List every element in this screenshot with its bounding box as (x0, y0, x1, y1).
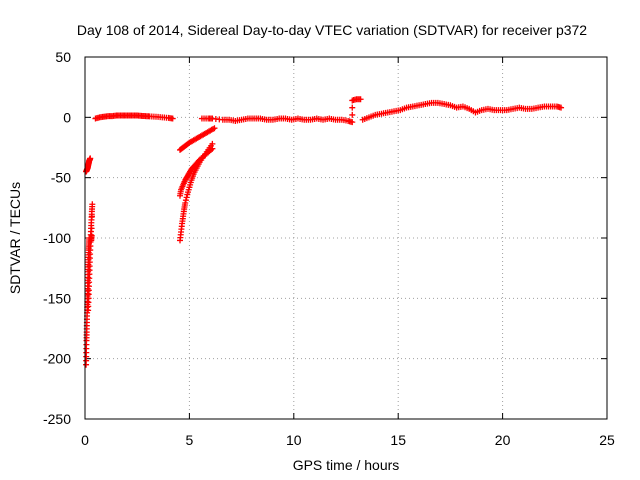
series-arc-recovery-2 (177, 145, 216, 199)
y-tick-label: -50 (51, 170, 71, 186)
series-arc-early-deep (83, 235, 93, 368)
y-tick-label: 50 (55, 49, 71, 65)
series-band-6-13h (198, 96, 364, 126)
y-tick-label: 0 (63, 109, 71, 125)
data-point (183, 194, 190, 201)
data-point (88, 225, 95, 232)
data-point (349, 104, 356, 111)
series-band-13-23h (359, 99, 565, 123)
data-point (211, 125, 218, 132)
y-tick-labels: 50 0 -50 -100 -150 -200 -250 (43, 49, 71, 427)
y-tick-label: -150 (43, 290, 71, 306)
x-tick-label: 25 (599, 432, 615, 448)
grid-lines (85, 57, 607, 419)
y-tick-label: -100 (43, 230, 71, 246)
x-tick-label: 0 (81, 432, 89, 448)
data-point (182, 200, 189, 207)
data-point (558, 104, 565, 111)
series-arc-recovery-3 (177, 125, 218, 153)
y-tick-label: -200 (43, 351, 71, 367)
x-tick-label: 10 (286, 432, 302, 448)
data-point (88, 232, 95, 239)
series-arc-early-shallow (83, 155, 94, 175)
data-point (88, 213, 95, 220)
plot-frame (84, 56, 608, 420)
x-axis-label: GPS time / hours (293, 457, 400, 473)
x-tick-label: 20 (495, 432, 511, 448)
data-point (169, 115, 176, 122)
data-point (349, 111, 356, 118)
y-tick-label: -250 (43, 411, 71, 427)
data-point (349, 119, 356, 126)
chart-title: Day 108 of 2014, Sidereal Day-to-day VTE… (77, 22, 587, 38)
x-tick-labels: 0 5 10 15 20 25 (81, 432, 615, 448)
x-tick-label: 15 (390, 432, 406, 448)
y-axis-label: SDTVAR / TECUs (7, 182, 23, 294)
x-tick-label: 5 (186, 432, 194, 448)
data-point (89, 201, 96, 208)
series-arc-early-mid (85, 201, 96, 314)
data-point (209, 145, 216, 152)
data-point (87, 155, 94, 162)
data-point (357, 96, 364, 103)
data-marks (83, 96, 565, 368)
data-point (182, 197, 189, 204)
series-band-0-4h (92, 112, 176, 122)
